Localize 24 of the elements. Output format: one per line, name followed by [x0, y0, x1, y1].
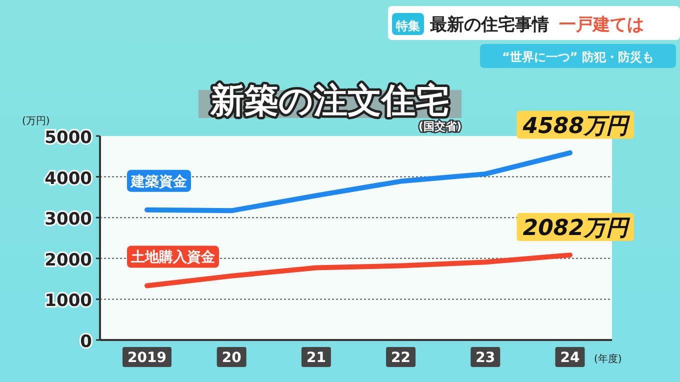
series-label: 建築資金 [130, 174, 188, 190]
x-tick-label: 21 [306, 350, 326, 366]
x-tick-label: 2019 [128, 350, 166, 366]
y-tick-label: 0 [80, 332, 92, 352]
y-tick-label: 1000 [44, 291, 92, 312]
text: 特集 [395, 19, 420, 33]
y-tick-label: 3000 [44, 210, 92, 230]
y-axis-title: (万円) [22, 116, 50, 127]
chart-subtitle: (国交省) [418, 120, 462, 133]
chart-title: 新築の注文住宅 [210, 81, 450, 121]
data-label: 2082万円 [522, 216, 631, 242]
y-tick-label: 4000 [44, 168, 92, 189]
data-label: 4588万円 [522, 114, 631, 139]
text: 一戸建ては [559, 15, 644, 35]
text: “世界に一つ” 防犯・防災も [502, 50, 654, 64]
x-tick-label: 20 [222, 350, 242, 366]
x-axis-title: (年度) [594, 353, 622, 365]
y-tick-label: 5000 [44, 128, 92, 148]
series-label: 土地購入資金 [130, 250, 216, 266]
text: 最新の住宅事情 [429, 15, 549, 35]
x-tick-label: 22 [391, 350, 411, 366]
x-tick-label: 24 [560, 350, 580, 366]
y-tick-label: 2000 [44, 250, 92, 270]
x-tick-label: 23 [476, 350, 496, 366]
